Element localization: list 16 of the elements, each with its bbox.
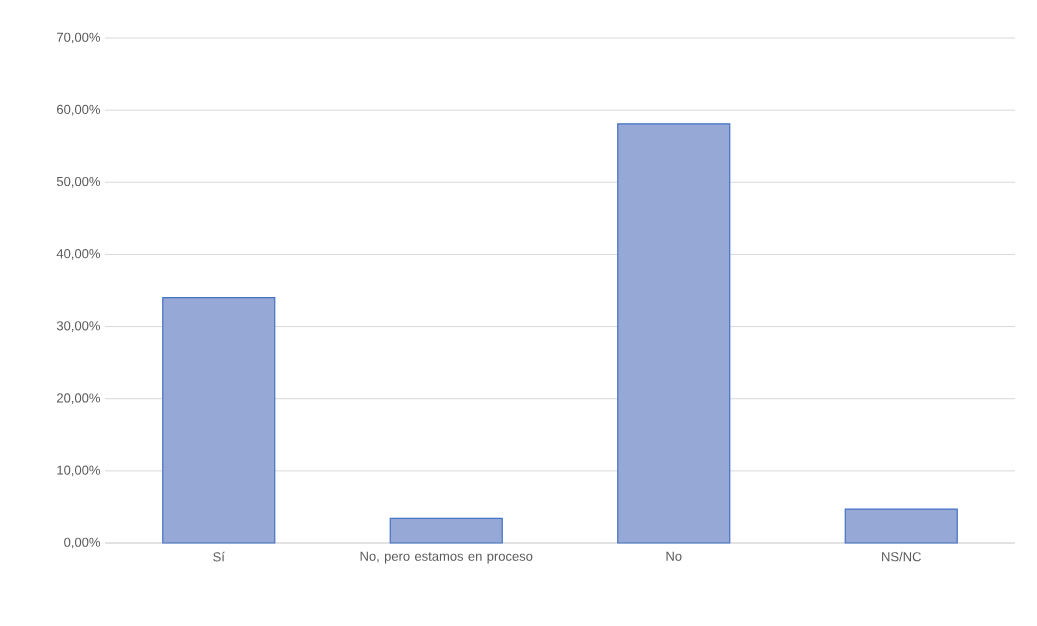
- x-tick-label: No: [666, 551, 682, 561]
- bar: [162, 297, 276, 544]
- bar: [389, 517, 503, 544]
- y-tick-label: 0,00%: [64, 537, 100, 549]
- x-tick-label: Sí: [213, 551, 225, 562]
- y-tick-label: 70,00%: [57, 32, 100, 44]
- y-tick-label: 40,00%: [56, 249, 100, 260]
- y-tick-label: 30,00%: [56, 321, 100, 332]
- y-tick-label: 60,00%: [57, 104, 100, 116]
- y-tick-label: 10,00%: [57, 465, 100, 477]
- y-tick-label: 50,00%: [56, 176, 100, 188]
- y-tick-label: 20,00%: [57, 393, 100, 405]
- bar: [617, 123, 731, 544]
- x-tick-label: NS/NC: [882, 551, 921, 562]
- x-tick-label: No, pero estamos en proceso: [360, 551, 533, 564]
- bar: [844, 508, 958, 544]
